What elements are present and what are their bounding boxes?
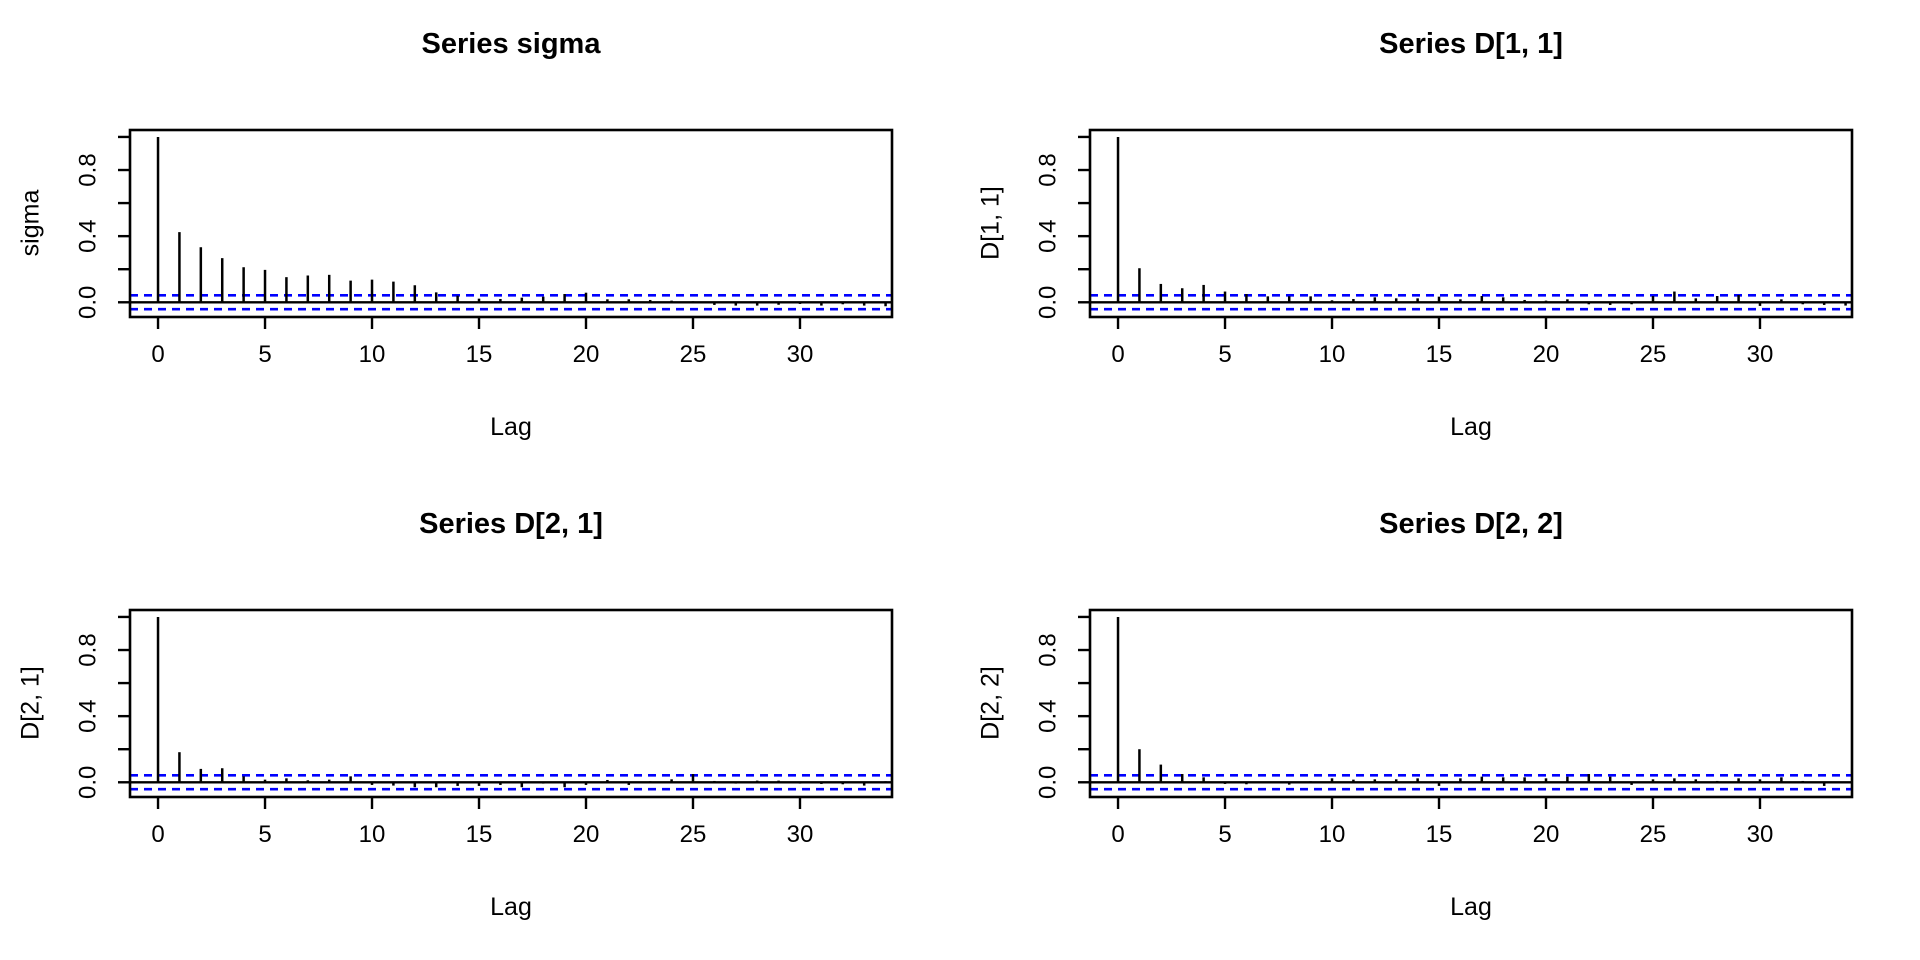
x-tick-label: 20 bbox=[573, 341, 600, 368]
x-axis-label: Lag bbox=[490, 413, 532, 441]
x-tick-label: 30 bbox=[1747, 341, 1774, 368]
y-tick-label: 0.8 bbox=[1035, 153, 1062, 186]
y-tick-label: 0.0 bbox=[1035, 286, 1062, 319]
x-tick-label: 30 bbox=[1747, 821, 1774, 848]
acf-plot-canvas: 0.0 0.4 0.8 0 5 10 15 20 25 30 bbox=[1035, 608, 1854, 848]
x-tick-label: 15 bbox=[1426, 821, 1453, 848]
y-tick-label: 0.8 bbox=[75, 153, 102, 186]
x-axis-label: Lag bbox=[1450, 413, 1492, 441]
acf-panel-d21: Series D[2, 1] D[2, 1] Lag 0.0 0.4 0.8 0 5 10… bbox=[0, 480, 960, 960]
x-tick-label: 0 bbox=[151, 821, 164, 848]
y-tick-label: 0.4 bbox=[1035, 219, 1062, 252]
x-tick-label: 20 bbox=[1533, 821, 1560, 848]
acf-plot-canvas: 0.0 0.4 0.8 0 5 10 15 20 25 30 bbox=[1035, 128, 1854, 368]
y-tick-label: 0.0 bbox=[1035, 766, 1062, 799]
y-tick-label: 0.8 bbox=[75, 633, 102, 666]
y-tick-label: 0.0 bbox=[75, 766, 102, 799]
y-tick-label: 0.8 bbox=[1035, 633, 1062, 666]
x-tick-label: 10 bbox=[359, 341, 386, 368]
x-tick-label: 25 bbox=[1640, 341, 1667, 368]
acf-panel-d11: Series D[1, 1] D[1, 1] Lag 0.0 0.4 0.8 0 5 10… bbox=[960, 0, 1920, 480]
x-tick-label: 30 bbox=[787, 341, 814, 368]
x-tick-label: 10 bbox=[1319, 341, 1346, 368]
x-tick-label: 10 bbox=[1319, 821, 1346, 848]
plot-box bbox=[1088, 128, 1854, 319]
x-tick-label: 10 bbox=[359, 821, 386, 848]
y-tick-label: 0.4 bbox=[75, 699, 102, 732]
plot-box bbox=[128, 128, 894, 319]
plot-box bbox=[1088, 608, 1854, 799]
x-tick-label: 0 bbox=[151, 341, 164, 368]
x-tick-label: 5 bbox=[1218, 341, 1231, 368]
acf-panel-d22: Series D[2, 2] D[2, 2] Lag 0.0 0.4 0.8 0 5 10… bbox=[960, 480, 1920, 960]
y-tick-label: 0.4 bbox=[75, 219, 102, 252]
x-axis-label: Lag bbox=[1450, 893, 1492, 921]
panel-title: Series D[1, 1] bbox=[1379, 28, 1563, 60]
x-tick-label: 5 bbox=[258, 341, 271, 368]
acf-panel-sigma: Series sigma sigma Lag 0.0 0.4 0.8 0 5 10 15 20… bbox=[0, 0, 960, 480]
panel-title: Series sigma bbox=[421, 28, 601, 60]
x-tick-label: 25 bbox=[1640, 821, 1667, 848]
x-tick-label: 20 bbox=[1533, 341, 1560, 368]
x-tick-label: 0 bbox=[1111, 341, 1124, 368]
x-tick-label: 25 bbox=[680, 341, 707, 368]
y-tick-label: 0.0 bbox=[75, 286, 102, 319]
x-tick-label: 0 bbox=[1111, 821, 1124, 848]
x-tick-label: 15 bbox=[466, 341, 493, 368]
plot-box bbox=[128, 608, 894, 799]
acf-plot-canvas: 0.0 0.4 0.8 0 5 10 15 20 25 30 bbox=[75, 608, 894, 848]
x-tick-label: 15 bbox=[1426, 341, 1453, 368]
x-tick-label: 30 bbox=[787, 821, 814, 848]
y-tick-label: 0.4 bbox=[1035, 699, 1062, 732]
panel-title: Series D[2, 2] bbox=[1379, 508, 1563, 540]
x-tick-label: 5 bbox=[1218, 821, 1231, 848]
x-tick-label: 15 bbox=[466, 821, 493, 848]
acf-plot-canvas: 0.0 0.4 0.8 0 5 10 15 20 25 30 bbox=[75, 128, 894, 368]
x-tick-label: 5 bbox=[258, 821, 271, 848]
x-axis-label: Lag bbox=[490, 893, 532, 921]
x-tick-label: 25 bbox=[680, 821, 707, 848]
panel-title: Series D[2, 1] bbox=[419, 508, 603, 540]
x-tick-label: 20 bbox=[573, 821, 600, 848]
